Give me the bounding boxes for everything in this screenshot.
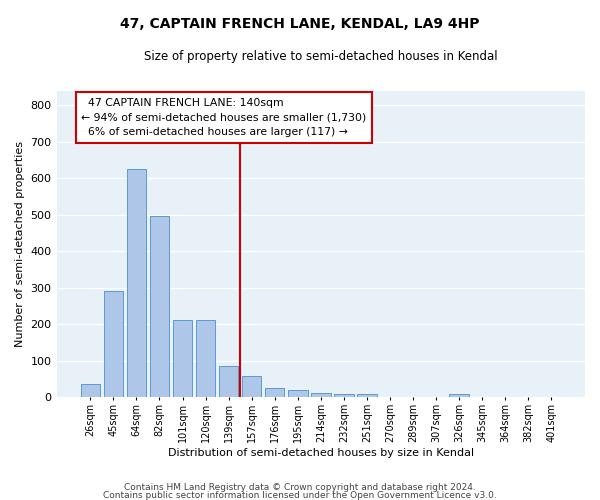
Bar	[357, 394, 377, 397]
Bar	[196, 320, 215, 397]
Bar	[219, 366, 238, 397]
Bar	[80, 384, 100, 397]
Bar	[242, 376, 262, 397]
Title: Size of property relative to semi-detached houses in Kendal: Size of property relative to semi-detach…	[144, 50, 497, 63]
X-axis label: Distribution of semi-detached houses by size in Kendal: Distribution of semi-detached houses by …	[168, 448, 474, 458]
Y-axis label: Number of semi-detached properties: Number of semi-detached properties	[15, 141, 25, 347]
Bar	[265, 388, 284, 397]
Bar	[104, 291, 123, 397]
Text: Contains HM Land Registry data © Crown copyright and database right 2024.: Contains HM Land Registry data © Crown c…	[124, 483, 476, 492]
Bar	[334, 394, 353, 397]
Text: 47 CAPTAIN FRENCH LANE: 140sqm
← 94% of semi-detached houses are smaller (1,730): 47 CAPTAIN FRENCH LANE: 140sqm ← 94% of …	[81, 98, 367, 138]
Bar	[127, 169, 146, 397]
Bar	[173, 320, 193, 397]
Text: Contains public sector information licensed under the Open Government Licence v3: Contains public sector information licen…	[103, 492, 497, 500]
Bar	[149, 216, 169, 397]
Bar	[311, 392, 331, 397]
Bar	[288, 390, 308, 397]
Text: 47, CAPTAIN FRENCH LANE, KENDAL, LA9 4HP: 47, CAPTAIN FRENCH LANE, KENDAL, LA9 4HP	[120, 18, 480, 32]
Bar	[449, 394, 469, 397]
